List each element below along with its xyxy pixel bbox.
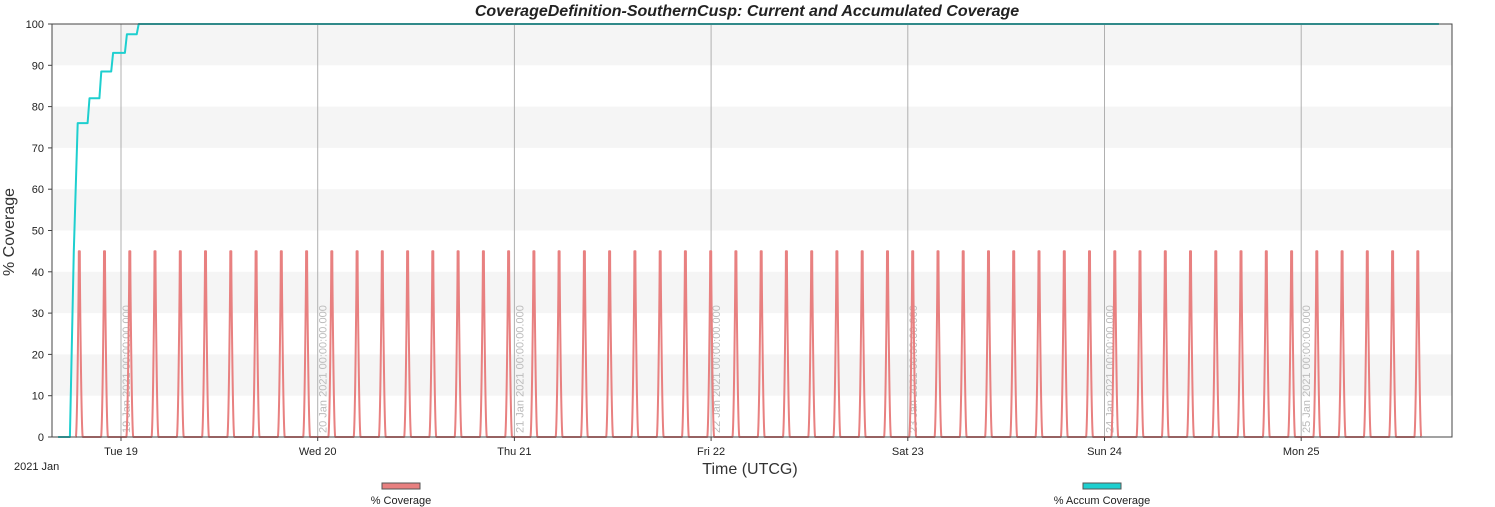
y-band xyxy=(52,24,1452,66)
series-line-accum-coverage xyxy=(58,23,1439,438)
y-axis-ticks: 0 10 20 30 40 50 60 70 80 90 100 xyxy=(26,19,52,444)
x-tick-label: Sat 23 xyxy=(892,446,924,458)
x-axis-title: Time (UTCG) xyxy=(702,461,797,478)
legend-swatch-accum-coverage xyxy=(1082,482,1122,490)
legend: % Coverage % Accum Coverage xyxy=(371,482,1151,507)
y-tick-label: 40 xyxy=(32,267,44,279)
legend-label-accum-coverage: % Accum Coverage xyxy=(1054,495,1151,507)
y-tick-label: 80 xyxy=(32,102,44,114)
y-tick-label: 0 xyxy=(38,432,44,444)
legend-label-coverage: % Coverage xyxy=(371,495,432,507)
y-tick-label: 70 xyxy=(32,143,44,155)
y-tick-label: 10 xyxy=(32,391,44,403)
x-gridline-label: 19 Jan 2021 00:00:00.000 xyxy=(121,305,133,433)
y-tick-label: 30 xyxy=(32,308,44,320)
x-tick-label: Mon 25 xyxy=(1283,446,1320,458)
y-band xyxy=(52,189,1452,231)
y-tick-label: 50 xyxy=(32,226,44,238)
y-tick-label: 100 xyxy=(26,19,44,31)
x-gridline-label: 21 Jan 2021 00:00:00.000 xyxy=(514,305,526,433)
x-tick-label: Tue 19 xyxy=(104,446,138,458)
chart-title: CoverageDefinition-SouthernCusp: Current… xyxy=(475,3,1019,20)
y-bands xyxy=(52,24,1452,396)
x-tick-label: Sun 24 xyxy=(1087,446,1122,458)
x-gridline-label: 24 Jan 2021 00:00:00.000 xyxy=(1105,305,1117,433)
y-tick-label: 20 xyxy=(32,349,44,361)
x-gridline-label: 25 Jan 2021 00:00:00.000 xyxy=(1301,305,1313,433)
x-gridline-label: 20 Jan 2021 00:00:00.000 xyxy=(318,305,330,433)
y-band xyxy=(52,106,1452,148)
x-date-origin-label: 2021 Jan xyxy=(14,461,59,473)
x-tick-label: Fri 22 xyxy=(697,446,725,458)
x-axis-ticks: Tue 19 Wed 20 Thu 21 Fri 22 Sat 23 Sun 24 Mon … xyxy=(104,437,1320,458)
x-tick-label: Thu 21 xyxy=(497,446,531,458)
x-gridline-label: 22 Jan 2021 00:00:00.000 xyxy=(711,305,723,433)
x-grid-lines xyxy=(120,24,1302,437)
y-tick-label: 90 xyxy=(32,60,44,72)
x-tick-label: Wed 20 xyxy=(299,446,337,458)
y-band xyxy=(52,271,1452,314)
y-axis-title: % Coverage xyxy=(1,188,18,276)
legend-swatch-coverage xyxy=(381,482,421,490)
y-tick-label: 60 xyxy=(32,184,44,196)
